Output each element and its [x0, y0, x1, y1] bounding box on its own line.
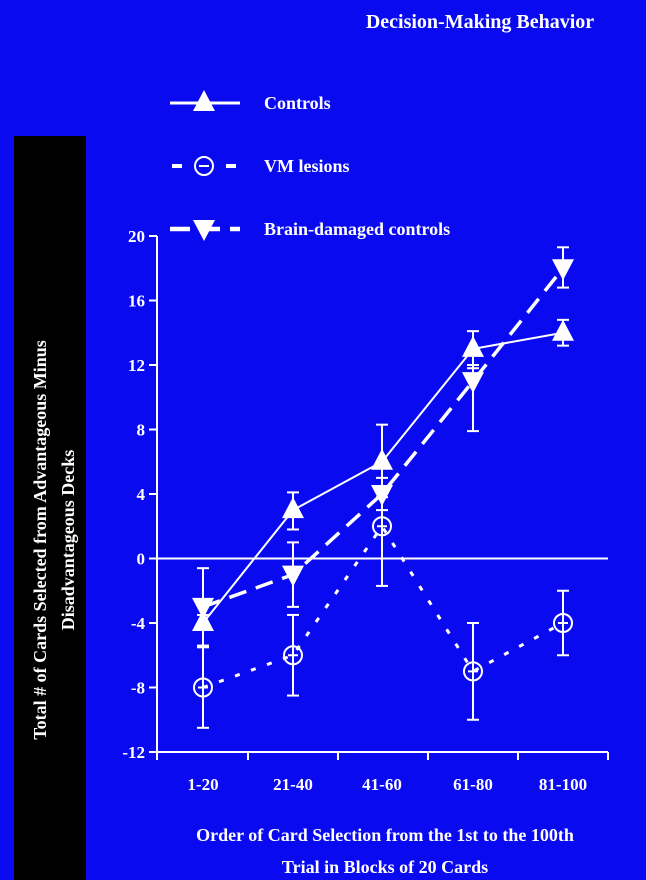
axes: -12 -8 -4 0 4 8 12 16 20 1-20 21-40 41-60 61-80 81-10…: [122, 227, 609, 794]
data-point-vm-lesions: [193, 677, 213, 698]
data-point-vm-lesions-ring: [283, 645, 303, 666]
data-point-vm-lesions-ring: [372, 516, 392, 537]
legend-label-controls: Controls: [264, 93, 331, 113]
y-tick-label: 16: [128, 292, 145, 311]
series-layer: [192, 246, 574, 729]
x-axis-label-line-1: Order of Card Selection from the 1st to …: [196, 825, 574, 845]
y-tick-label: -8: [131, 679, 145, 698]
data-point-vm-lesions: [283, 645, 303, 666]
data-point-brain-damaged-controls: [192, 597, 214, 619]
legend: Controls VM lesions Brain-damaged controls: [170, 90, 450, 241]
data-point-brain-damaged-controls: [371, 485, 393, 506]
x-tick-label: 1-20: [187, 775, 218, 794]
legend-item-brain-damaged-controls: Brain-damaged controls: [170, 219, 450, 241]
legend-marker-controls: [193, 90, 215, 111]
x-tick-label: 21-40: [273, 775, 313, 794]
legend-marker-brain-damaged-controls: [193, 220, 215, 241]
y-tick-label: 0: [137, 550, 146, 569]
ylabel-panel: [14, 136, 86, 880]
y-axis-label: Total # of Cards Selected from Advantage…: [30, 340, 78, 740]
y-tick-label: 8: [137, 421, 146, 440]
legend-label-brain-damaged-controls: Brain-damaged controls: [264, 219, 450, 239]
y-axis-label-line-2: Disadvantageous Decks: [58, 450, 78, 631]
data-point-vm-lesions: [463, 661, 483, 682]
series-brain-damaged-controls: [192, 246, 574, 647]
data-point-controls: [282, 497, 304, 519]
x-tick-label: 41-60: [362, 775, 402, 794]
legend-item-vm-lesions: VM lesions: [172, 156, 350, 176]
x-tick-label: 81-100: [539, 775, 587, 794]
x-axis-label-line-2: Trial in Blocks of 20 Cards: [282, 857, 488, 877]
data-point-vm-lesions: [372, 516, 392, 537]
legend-marker-vm-lesions: [194, 156, 214, 176]
data-point-brain-damaged-controls: [552, 259, 574, 281]
data-point-controls: [371, 448, 393, 470]
legend-marker-vm-lesions-ring: [194, 156, 214, 176]
data-point-vm-lesions: [553, 613, 573, 633]
y-tick-label: 4: [137, 485, 146, 504]
x-tick-label: 61-80: [453, 775, 493, 794]
y-axis-label-line-1: Total # of Cards Selected from Advantage…: [30, 340, 50, 740]
chart-title: Decision-Making Behavior: [366, 11, 594, 33]
data-point-brain-damaged-controls: [462, 372, 484, 394]
legend-label-vm-lesions: VM lesions: [264, 156, 350, 176]
y-tick-label: 12: [128, 356, 145, 375]
data-point-vm-lesions-ring: [463, 661, 483, 682]
y-tick-label: -4: [131, 614, 146, 633]
data-point-vm-lesions-ring: [553, 613, 573, 633]
data-point-vm-lesions-ring: [193, 677, 213, 698]
data-point-controls: [462, 335, 484, 357]
y-tick-label: -12: [122, 743, 145, 762]
data-point-controls: [552, 319, 574, 341]
data-point-brain-damaged-controls: [282, 565, 304, 587]
series-line-brain-damaged-controls: [202, 267, 565, 609]
y-tick-label: 20: [128, 227, 145, 246]
legend-item-controls: Controls: [170, 90, 331, 113]
